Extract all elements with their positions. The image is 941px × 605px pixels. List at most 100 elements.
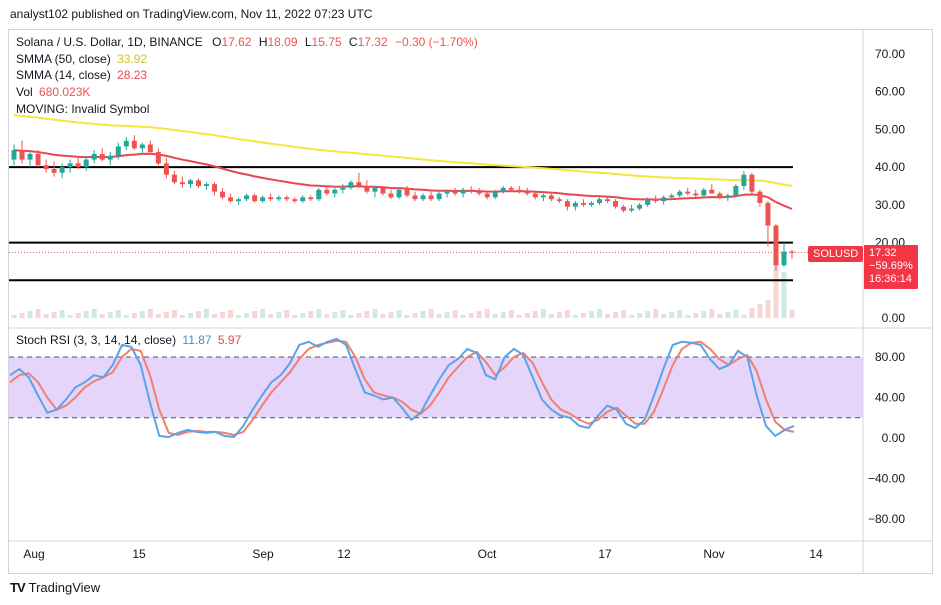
volume-bar [179,315,185,318]
candle-body [637,204,643,209]
price-tick-label: 40.00 [875,160,905,174]
volume-bar [11,315,17,318]
candle-body [709,189,715,194]
candle [677,189,683,198]
tradingview-logo-icon: TV [10,580,26,595]
volume-bar [340,310,346,318]
candle-body [11,150,17,160]
smma50-line [13,114,793,187]
candle [155,148,161,166]
volume-bar [597,309,603,318]
candle-body [171,174,177,183]
price-pane [9,114,863,318]
candle [356,172,362,188]
candle-body [244,195,250,200]
legend-vol-label: Vol [16,85,33,99]
volume-bar [51,312,57,318]
volume-bar [613,312,619,318]
volume-bar [171,310,177,318]
candle [709,184,715,194]
volume-bar [147,309,153,318]
candle [187,178,193,188]
price-tick-label: 30.00 [875,198,905,212]
candle [292,197,298,203]
volume-bar [685,315,691,318]
candle-body [316,189,322,200]
volume-bar [308,311,314,318]
volume-bar [364,311,370,318]
volume-bar [637,313,643,318]
volume-bar [83,311,89,318]
time-tick-label: 12 [337,547,351,561]
candle [348,180,354,190]
volume-bar [572,315,578,318]
volume-bar [548,314,554,318]
volume-bar [524,313,530,318]
candle [123,136,129,151]
legend-open-label: O [212,35,222,49]
candle [99,148,105,162]
volume-bar [516,315,522,318]
candle-body [43,165,49,170]
candle-body [645,199,651,205]
candle-body [781,251,787,266]
candle [260,195,266,203]
candle [765,201,771,247]
candle [252,193,258,203]
candle [43,159,49,173]
candle-body [773,225,779,266]
candle [380,186,386,196]
volume-bar [500,312,506,318]
volume-bar [540,309,546,318]
volume-bar [356,313,362,318]
candle [268,193,274,202]
candle [548,193,554,202]
candle-body [701,189,707,196]
legend-smma14-value: 28.23 [117,68,148,82]
candle-body [107,155,113,160]
candle-body [693,193,699,196]
candle-body [452,191,458,194]
volume-bar [436,314,442,318]
volume-bar [75,313,81,318]
legend-smma14-row: SMMA (14, close) 28.23 [16,68,147,82]
volume-bar [709,309,715,318]
volume-bar [228,310,234,318]
volume-bar [43,314,49,318]
publisher-line: analyst102 published on TradingView.com,… [10,7,373,21]
candle-body [420,195,426,200]
volume-bar [268,314,274,318]
candle [91,150,97,164]
candle-body [508,187,514,190]
stoch-tick-label: 0.00 [882,431,906,445]
candle [789,249,795,259]
time-tick-label: 15 [132,547,146,561]
candle-body [765,202,771,226]
volume-bar [492,314,498,318]
volume-bar [59,310,65,318]
candle-body [212,184,218,192]
volume-bar [452,310,458,318]
price-tag-countdown: 16:36:14 [869,273,912,285]
candle-body [653,199,659,202]
candle-body [147,144,153,153]
footer[interactable]: TV TradingView [10,580,100,595]
volume-bar [404,315,410,318]
candle-body [532,193,538,198]
volume-bar [27,311,33,318]
legend-instrument: Solana / U.S. Dollar, 1D, BINANCE [16,35,203,49]
legend-stoch-row: Stoch RSI (3, 3, 14, 14, close) 11.87 5.… [16,333,241,347]
candle-body [195,180,201,186]
candle [300,195,306,203]
legend-open: 17.62 [221,35,252,49]
candle [773,223,779,271]
candle-body [292,199,298,202]
candle-body [123,140,129,147]
candle [580,199,586,207]
candle [725,193,731,202]
candle [613,199,619,209]
volume-bar [300,313,306,318]
volume-bar [19,313,25,318]
candle [500,186,506,194]
